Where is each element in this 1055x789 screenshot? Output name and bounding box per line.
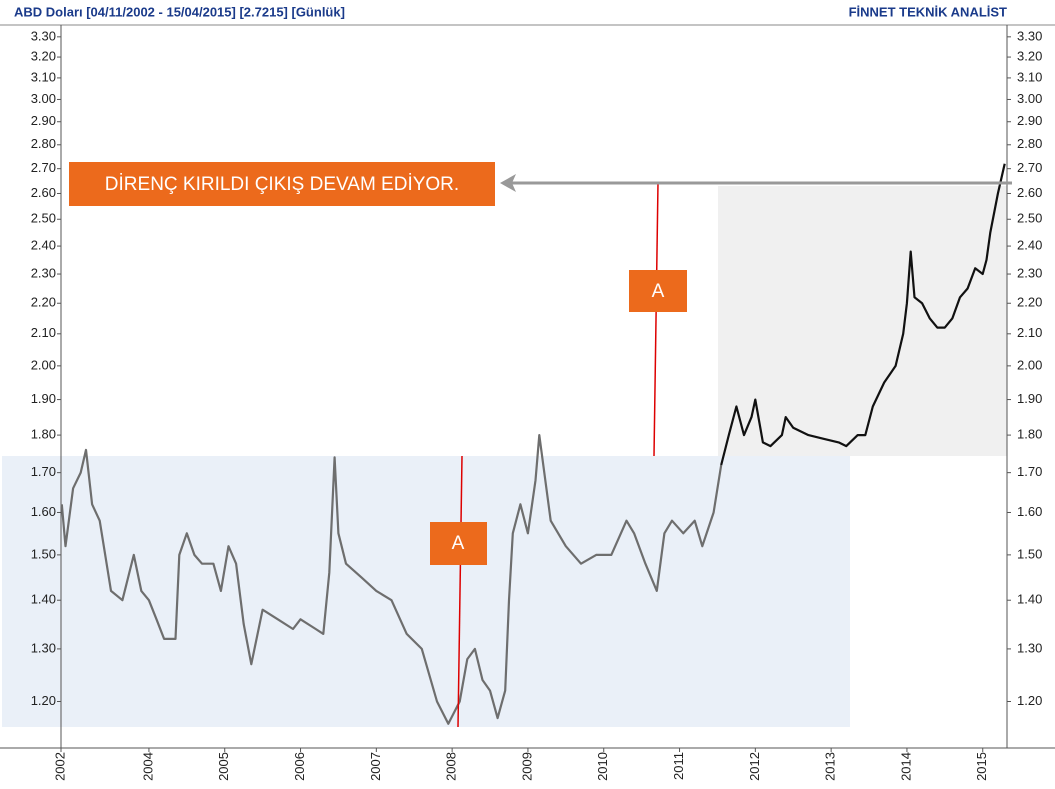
x-tick-label: 2011 xyxy=(671,752,686,780)
y2-tick-label: 2.10 xyxy=(1017,325,1042,340)
x-tick-label: 2006 xyxy=(292,752,307,781)
y-tick-label: 2.80 xyxy=(31,136,56,151)
y-tick-label: 1.70 xyxy=(31,464,56,479)
x-tick-label: 2007 xyxy=(368,752,383,781)
y-tick-label: 1.50 xyxy=(31,546,56,561)
y-tick-label: 1.30 xyxy=(31,640,56,655)
x-tick-label: 2005 xyxy=(216,752,231,781)
y-tick-label: 2.50 xyxy=(31,211,56,226)
y2-tick-label: 1.50 xyxy=(1017,546,1042,561)
y-tick-label: 3.10 xyxy=(31,69,56,84)
y2-tick-label: 2.50 xyxy=(1017,211,1042,226)
y2-tick-label: 3.00 xyxy=(1017,91,1042,106)
arrow-head xyxy=(500,174,516,192)
y-tick-label: 2.20 xyxy=(31,295,56,310)
y-tick-label: 3.00 xyxy=(31,91,56,106)
y-tick-label: 2.10 xyxy=(31,325,56,340)
y-tick-label: 3.30 xyxy=(31,28,56,43)
x-tick-label: 2004 xyxy=(140,752,155,781)
y2-tick-label: 2.30 xyxy=(1017,265,1042,280)
y2-tick-label: 1.30 xyxy=(1017,640,1042,655)
y2-tick-label: 2.90 xyxy=(1017,113,1042,128)
y2-tick-label: 1.80 xyxy=(1017,427,1042,442)
y2-tick-label: 2.60 xyxy=(1017,185,1042,200)
y2-tick-label: 1.90 xyxy=(1017,391,1042,406)
y2-tick-label: 3.10 xyxy=(1017,69,1042,84)
x-tick-label: 2013 xyxy=(823,752,838,781)
x-tick-label: 2002 xyxy=(52,752,67,781)
x-tick-label: 2012 xyxy=(747,752,762,781)
annotation: A xyxy=(652,281,665,302)
price-line xyxy=(60,434,723,725)
price-line xyxy=(720,163,1006,466)
y-tick-label: 2.40 xyxy=(31,238,56,253)
y2-tick-label: 1.20 xyxy=(1017,693,1042,708)
y-tick-label: 2.70 xyxy=(31,160,56,175)
plot xyxy=(60,163,1006,725)
trend-line xyxy=(457,455,463,728)
y2-tick-label: 1.60 xyxy=(1017,504,1042,519)
annotation: DİRENÇ KIRILDI ÇIKIŞ DEVAM EDİYOR. xyxy=(105,174,459,195)
x-tick-label: 2008 xyxy=(444,752,459,781)
annotation-box xyxy=(430,522,487,565)
y-tick-label: 3.20 xyxy=(31,48,56,63)
x-tick-label: 2010 xyxy=(595,752,610,781)
brand: FİNNET TEKNİK ANALİST xyxy=(849,4,1007,19)
y-tick-label: 2.60 xyxy=(31,185,56,200)
y2-tick-label: 3.30 xyxy=(1017,28,1042,43)
y2-tick-label: 2.40 xyxy=(1017,238,1042,253)
x-tick-label: 2009 xyxy=(519,752,534,781)
y2-tick-label: 2.00 xyxy=(1017,357,1042,372)
y-tick-label: 1.20 xyxy=(31,693,56,708)
y-tick-label: 2.90 xyxy=(31,113,56,128)
x-tick-label: 2015 xyxy=(974,752,989,781)
y-tick-label: 2.30 xyxy=(31,265,56,280)
y2-tick-label: 2.20 xyxy=(1017,295,1042,310)
annotation: A xyxy=(452,533,465,554)
y-tick-label: 1.40 xyxy=(31,592,56,607)
y-tick-label: 1.80 xyxy=(31,427,56,442)
annotation-box xyxy=(69,162,495,206)
y-tick-label: 1.90 xyxy=(31,391,56,406)
range-zone xyxy=(2,456,850,727)
y2-tick-label: 1.40 xyxy=(1017,592,1042,607)
y2-tick-label: 3.20 xyxy=(1017,48,1042,63)
chart-title: ABD Doları [04/11/2002 - 15/04/2015] [2.… xyxy=(14,4,345,19)
x-tick-label: 2014 xyxy=(898,752,913,781)
y2-tick-label: 2.80 xyxy=(1017,136,1042,151)
y2-tick-label: 1.70 xyxy=(1017,464,1042,479)
y2-tick-label: 2.70 xyxy=(1017,160,1042,175)
y-tick-label: 2.00 xyxy=(31,357,56,372)
annotation-box xyxy=(629,270,687,312)
y-tick-label: 1.60 xyxy=(31,504,56,519)
breakout-zone xyxy=(718,186,1007,456)
trend-line xyxy=(653,182,659,457)
